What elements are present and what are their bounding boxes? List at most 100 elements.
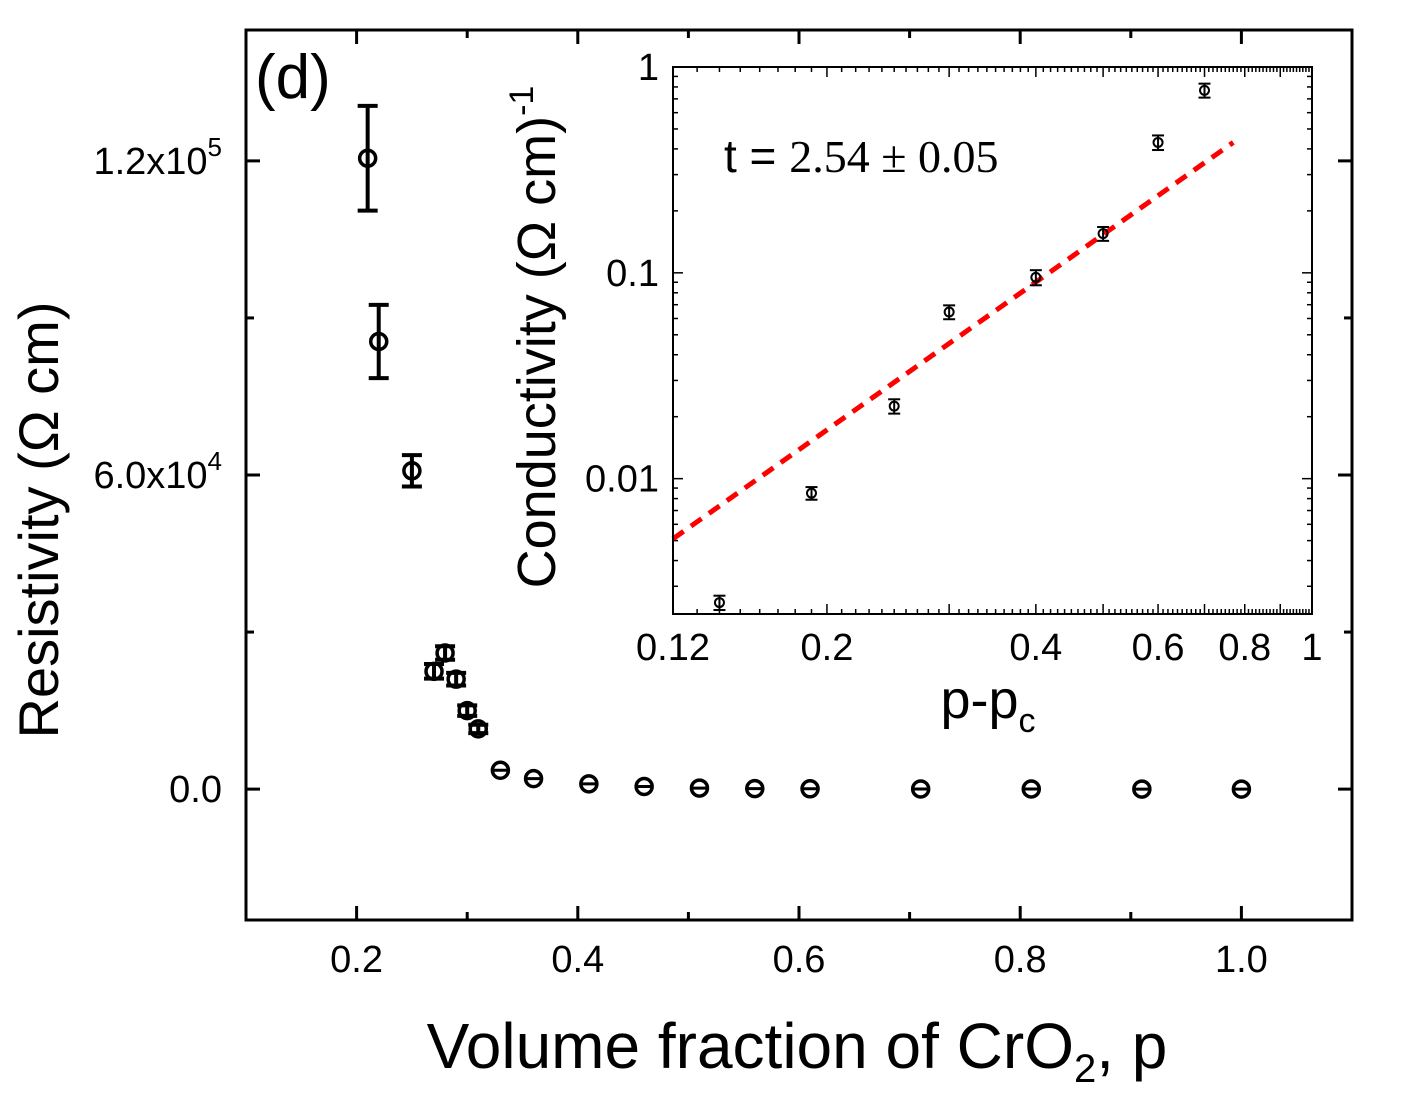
data-marker bbox=[800, 779, 820, 799]
annotation-value: 2.54 ± 0.05 bbox=[789, 131, 998, 182]
data-marker bbox=[468, 719, 489, 739]
inset-data-point bbox=[1152, 134, 1165, 152]
main-y-axis-title: Resistivity (Ω cm) bbox=[7, 302, 70, 739]
data-marker bbox=[424, 661, 444, 682]
x-axis-title-text: Volume fraction of CrO bbox=[427, 1010, 1074, 1082]
main-data-point bbox=[435, 643, 456, 663]
inset-data-point bbox=[1097, 225, 1110, 242]
main-data-point bbox=[579, 774, 599, 794]
main-data-point bbox=[468, 719, 489, 739]
data-marker bbox=[689, 778, 710, 798]
inset-annotation: t = 2.54 ± 0.05 bbox=[724, 130, 998, 182]
inset-x-tick-label: 0.2 bbox=[801, 627, 854, 669]
inset-x-tick-label: 0.6 bbox=[1132, 627, 1185, 669]
data-marker bbox=[634, 776, 654, 797]
inset-x-tick-label: 0.8 bbox=[1218, 627, 1271, 669]
main-data-point bbox=[1132, 779, 1152, 799]
main-data-point bbox=[523, 768, 544, 789]
data-marker bbox=[457, 700, 477, 721]
inset-data-marker bbox=[1152, 136, 1164, 148]
x-tick-label: 0.6 bbox=[773, 939, 826, 981]
main-data-point bbox=[910, 779, 931, 799]
data-marker bbox=[368, 331, 389, 352]
inset-data-point bbox=[1029, 269, 1042, 287]
main-data-points bbox=[357, 103, 1252, 799]
main-data-point bbox=[490, 760, 511, 781]
y-tick-mantissa: 6.0x10 bbox=[93, 455, 207, 497]
data-marker bbox=[579, 774, 599, 794]
inset-data-point bbox=[943, 304, 956, 321]
data-marker bbox=[402, 461, 422, 481]
inset-fit-line bbox=[671, 140, 1235, 541]
main-x-tick-labels: 0.2 0.4 0.6 0.8 1.0 bbox=[330, 939, 1268, 981]
main-data-point bbox=[357, 103, 378, 213]
data-marker bbox=[745, 778, 765, 799]
y-tick-label: 1.2x105 bbox=[93, 132, 222, 183]
data-marker bbox=[1132, 779, 1152, 799]
data-marker bbox=[435, 643, 455, 663]
data-marker bbox=[446, 669, 466, 689]
main-x-axis-title: Volume fraction of CrO2, p bbox=[427, 1010, 1168, 1091]
inset-y-axis-title-superscript: -1 bbox=[503, 86, 541, 116]
data-marker bbox=[910, 779, 931, 799]
main-data-point bbox=[457, 700, 478, 721]
data-marker bbox=[357, 148, 378, 169]
inset-data-marker bbox=[1199, 84, 1211, 96]
x-tick-label: 0.2 bbox=[330, 939, 383, 981]
inset-chart: 0.12 0.2 0.4 0.6 0.8 1 0.01 0.1 1 t = 2.54 ± 0.… bbox=[503, 47, 1323, 740]
inset-x-axis-title-text: p-p bbox=[940, 670, 1018, 730]
main-data-point bbox=[368, 302, 389, 381]
inset-y-tick-label: 0.01 bbox=[585, 459, 659, 501]
inset-data-points bbox=[713, 82, 1211, 612]
inset-data-marker bbox=[1030, 271, 1042, 283]
inset-y-tick-labels: 0.01 0.1 1 bbox=[585, 47, 659, 501]
panel-label: (d) bbox=[255, 43, 331, 112]
inset-data-marker bbox=[1097, 228, 1109, 240]
inset-x-tick-label: 1 bbox=[1301, 627, 1322, 669]
y-tick-label: 6.0x104 bbox=[93, 446, 222, 497]
inset-data-point bbox=[713, 594, 726, 612]
main-chart: 0.2 0.4 0.6 0.8 1.0 0.0 6.0x104 1.2x105 (d) Re… bbox=[7, 28, 1354, 1091]
y-tick-exponent: 4 bbox=[208, 446, 222, 476]
main-axis-ticks bbox=[246, 30, 1352, 920]
inset-y-tick-label: 0.1 bbox=[606, 253, 659, 295]
main-data-point bbox=[800, 779, 820, 799]
y-tick-exponent: 5 bbox=[208, 132, 222, 162]
inset-x-axis-title: p-pc bbox=[940, 670, 1035, 740]
y-tick-mantissa: 0.0 bbox=[169, 769, 222, 811]
main-data-point bbox=[424, 661, 445, 682]
x-axis-title-suffix: , p bbox=[1096, 1010, 1167, 1082]
y-tick-mantissa: 1.2x10 bbox=[93, 141, 207, 183]
x-tick-label: 0.8 bbox=[994, 939, 1047, 981]
x-axis-title-subscript: 2 bbox=[1074, 1047, 1096, 1091]
x-tick-label: 1.0 bbox=[1215, 939, 1268, 981]
data-marker bbox=[523, 768, 544, 789]
main-data-point bbox=[1231, 779, 1252, 799]
data-marker bbox=[1021, 779, 1042, 799]
inset-y-tick-label: 1 bbox=[638, 47, 659, 89]
data-marker bbox=[1231, 779, 1252, 799]
annotation-prefix: t = bbox=[724, 130, 789, 182]
x-tick-label: 0.4 bbox=[551, 939, 604, 981]
inset-x-tick-labels: 0.12 0.2 0.4 0.6 0.8 1 bbox=[636, 627, 1323, 669]
inset-x-tick-label: 0.12 bbox=[636, 627, 710, 669]
main-data-point bbox=[689, 778, 710, 798]
inset-data-point bbox=[1198, 82, 1211, 99]
inset-data-marker bbox=[805, 487, 817, 499]
inset-data-point bbox=[805, 486, 818, 501]
inset-background bbox=[673, 67, 1312, 614]
inset-data-point bbox=[888, 398, 901, 415]
main-data-point bbox=[1021, 779, 1042, 799]
inset-y-axis-title-text: Conductivity (Ω cm) bbox=[507, 116, 567, 588]
inset-x-axis-title-subscript: c bbox=[1019, 702, 1036, 740]
inset-data-marker bbox=[943, 306, 955, 318]
inset-data-marker bbox=[713, 597, 725, 609]
main-data-point bbox=[446, 669, 467, 689]
main-data-point bbox=[634, 776, 654, 797]
main-data-point bbox=[401, 453, 422, 489]
main-y-tick-labels: 0.0 6.0x104 1.2x105 bbox=[93, 132, 222, 811]
data-marker bbox=[490, 760, 511, 781]
inset-plot-frame bbox=[672, 66, 1313, 615]
inset-y-axis-title: Conductivity (Ω cm)-1 bbox=[503, 86, 567, 589]
